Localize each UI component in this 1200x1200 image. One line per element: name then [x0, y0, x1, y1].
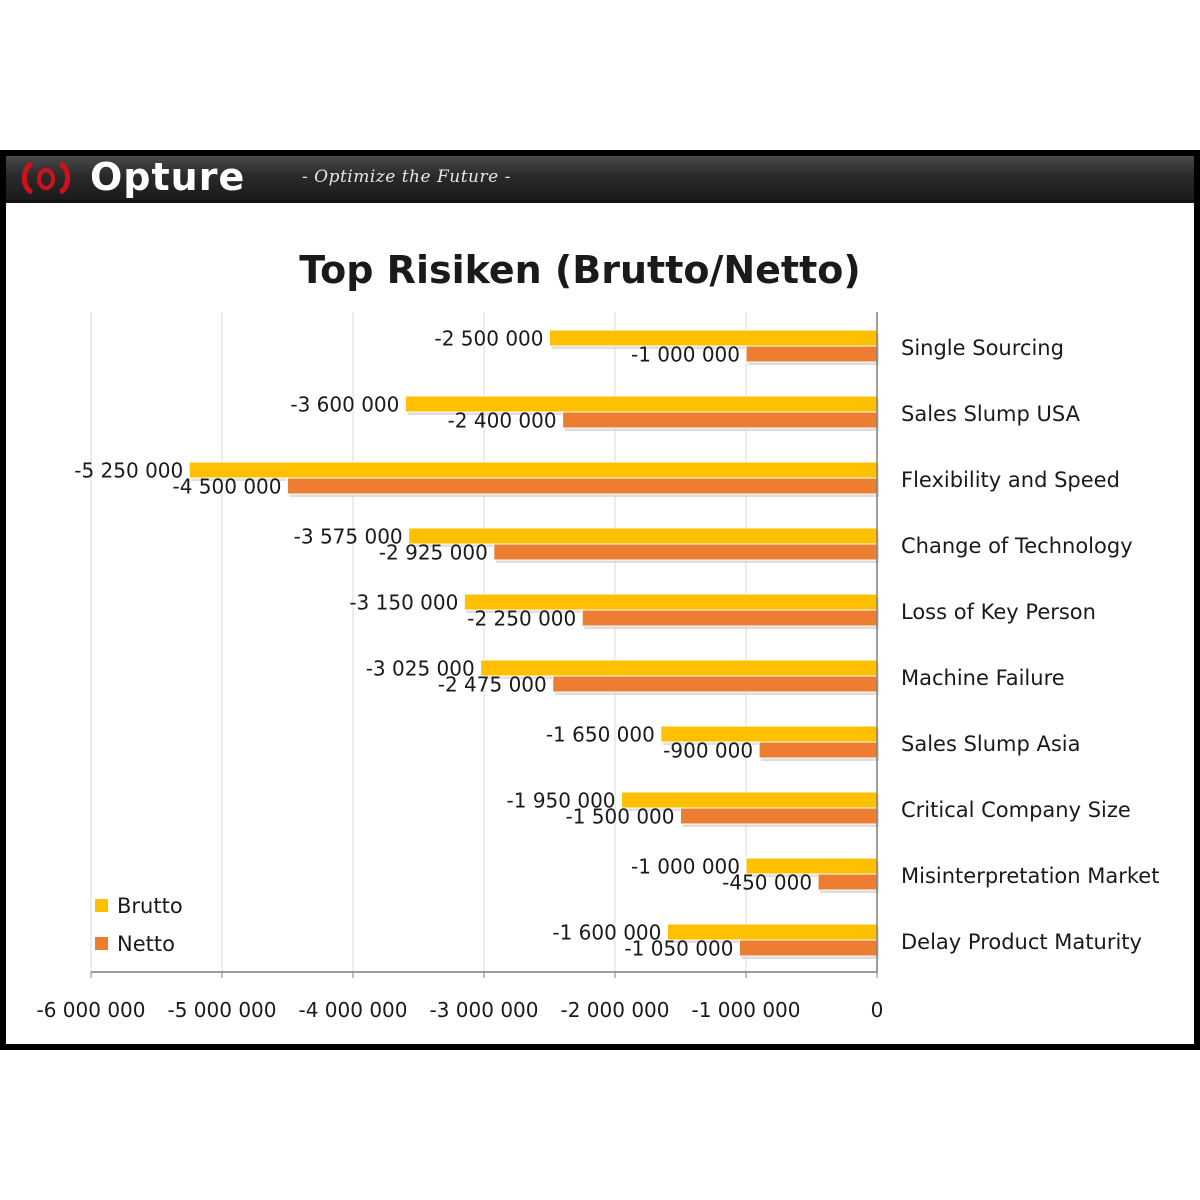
x-tick-label: -3 000 000: [429, 998, 538, 1022]
chart-title: Top Risiken (Brutto/Netto): [299, 248, 860, 292]
category-label: Loss of Key Person: [901, 600, 1096, 624]
data-label-netto: -4 500 000: [172, 475, 281, 499]
data-label-brutto: -1 650 000: [546, 723, 655, 747]
data-label-netto: -900 000: [663, 739, 753, 763]
legend-swatch-netto: [95, 937, 108, 950]
risk-chart: Top Risiken (Brutto/Netto) -2 500 000 -1 …: [36, 248, 1159, 1022]
data-label-netto: -2 475 000: [438, 673, 547, 697]
legend-swatch-brutto: [95, 899, 108, 912]
x-tick-label: -4 000 000: [298, 998, 407, 1022]
x-tick-label: -2 000 000: [560, 998, 669, 1022]
bar-netto: [287, 477, 878, 495]
category-label: Delay Product Maturity: [901, 930, 1142, 954]
x-tick-label: -5 000 000: [167, 998, 276, 1022]
data-label-brutto: -5 250 000: [74, 459, 183, 483]
category-label: Machine Failure: [901, 666, 1065, 690]
data-label-brutto: -1 000 000: [631, 855, 740, 879]
bar-netto: [680, 807, 878, 825]
brand-tagline: - Optimize the Future -: [302, 167, 511, 187]
slide-body: Opture - Optimize the Future - Top Risik…: [6, 156, 1194, 1044]
bar-netto: [581, 609, 878, 627]
data-label-brutto: -3 575 000: [294, 525, 403, 549]
bar-netto: [738, 939, 878, 957]
category-label: Flexibility and Speed: [901, 468, 1120, 492]
category-labels: Single Sourcing Sales Slump USA Flexibilit…: [901, 336, 1159, 954]
x-tick-label: -6 000 000: [36, 998, 145, 1022]
data-label-brutto: -3 150 000: [349, 591, 458, 615]
category-label: Critical Company Size: [901, 798, 1131, 822]
legend[interactable]: Brutto Netto: [95, 894, 183, 956]
category-label: Misinterpretation Market: [901, 864, 1159, 888]
data-label-netto: -2 250 000: [467, 607, 576, 631]
bar-netto: [745, 345, 878, 363]
bar-netto: [552, 675, 878, 693]
data-label-brutto: -3 025 000: [366, 657, 475, 681]
data-label-netto: -1 500 000: [565, 805, 674, 829]
data-label-netto: -450 000: [722, 871, 812, 895]
brand-name: Opture: [90, 156, 246, 199]
header-banner: Opture - Optimize the Future -: [6, 156, 1194, 203]
opture-logo-icon: [22, 161, 70, 195]
data-label-brutto: -2 500 000: [434, 327, 543, 351]
data-label-netto: -2 925 000: [379, 541, 488, 565]
bar-netto: [758, 741, 878, 759]
category-label: Change of Technology: [901, 534, 1133, 558]
data-label-brutto: -1 950 000: [507, 789, 616, 813]
legend-label-brutto: Brutto: [117, 894, 183, 918]
category-label: Sales Slump Asia: [901, 732, 1081, 756]
bar-netto: [562, 411, 878, 429]
category-label: Sales Slump USA: [901, 402, 1081, 426]
data-label-netto: -1 000 000: [631, 343, 740, 367]
bars: [188, 329, 879, 959]
x-tick-label: -1 000 000: [691, 998, 800, 1022]
bar-brutto: [188, 461, 878, 479]
bar-netto: [817, 873, 878, 891]
bar-netto: [493, 543, 878, 561]
axes: -6 000 000 -5 000 000 -4 000 000 -3 000 000…: [36, 312, 883, 1022]
data-labels: -2 500 000 -1 000 000 -3 600 000 -2 400 000…: [74, 327, 812, 961]
data-label-netto: -2 400 000: [448, 409, 557, 433]
data-label-netto: -1 050 000: [624, 937, 733, 961]
category-label: Single Sourcing: [901, 336, 1064, 360]
slide-frame: Opture - Optimize the Future - Top Risik…: [0, 150, 1200, 1050]
x-tick-label: 0: [871, 998, 884, 1022]
data-label-brutto: -1 600 000: [552, 921, 661, 945]
legend-label-netto: Netto: [117, 932, 175, 956]
data-label-brutto: -3 600 000: [290, 393, 399, 417]
